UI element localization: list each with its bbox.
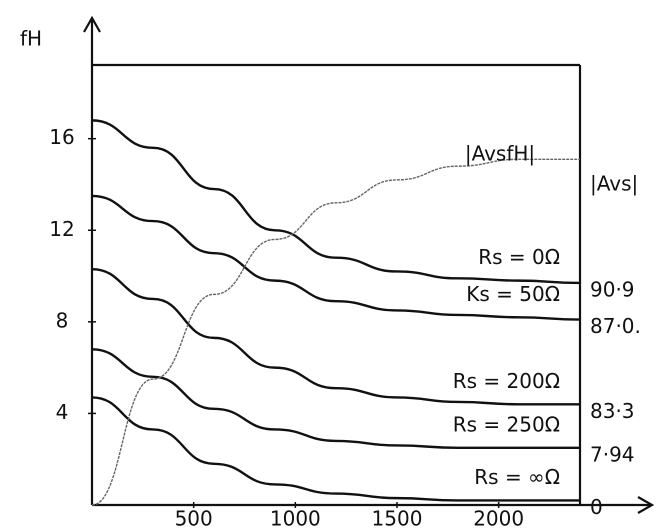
x-tick-label: 2000 [473,507,524,528]
gain-label: 83·3 [590,399,635,423]
y-tick-label: 16 [49,125,74,149]
y-title: fH [20,27,42,51]
gain-label: 0 [590,495,603,519]
curve-label: Ks = 50Ω [466,282,560,306]
y-tick-label: 12 [49,217,74,241]
curve-label: Rs = 0Ω [478,245,560,269]
right-header: |Avs| [590,172,638,196]
curve-label: Rs = 250Ω [453,412,560,436]
x-tick-label: 1000 [270,507,321,528]
chart: fH |Avs| 4 8 12 16 500 1000 1500 2000 Rs = 0Ω 90·… [0,0,663,528]
curve-label: Rs = ∞Ω [474,465,560,489]
gain-label: 7·94 [590,442,635,466]
y-tick-label: 4 [56,400,69,424]
curve [92,159,580,505]
curve-label: |AvsfH| [465,142,535,166]
y-tick-label: 8 [56,308,69,332]
gain-label: 87·0. [590,314,641,338]
curve-label: Rs = 200Ω [453,369,560,393]
gain-label: 90·9 [590,277,635,301]
x-tick-label: 500 [175,507,213,528]
x-tick-label: 1500 [372,507,423,528]
